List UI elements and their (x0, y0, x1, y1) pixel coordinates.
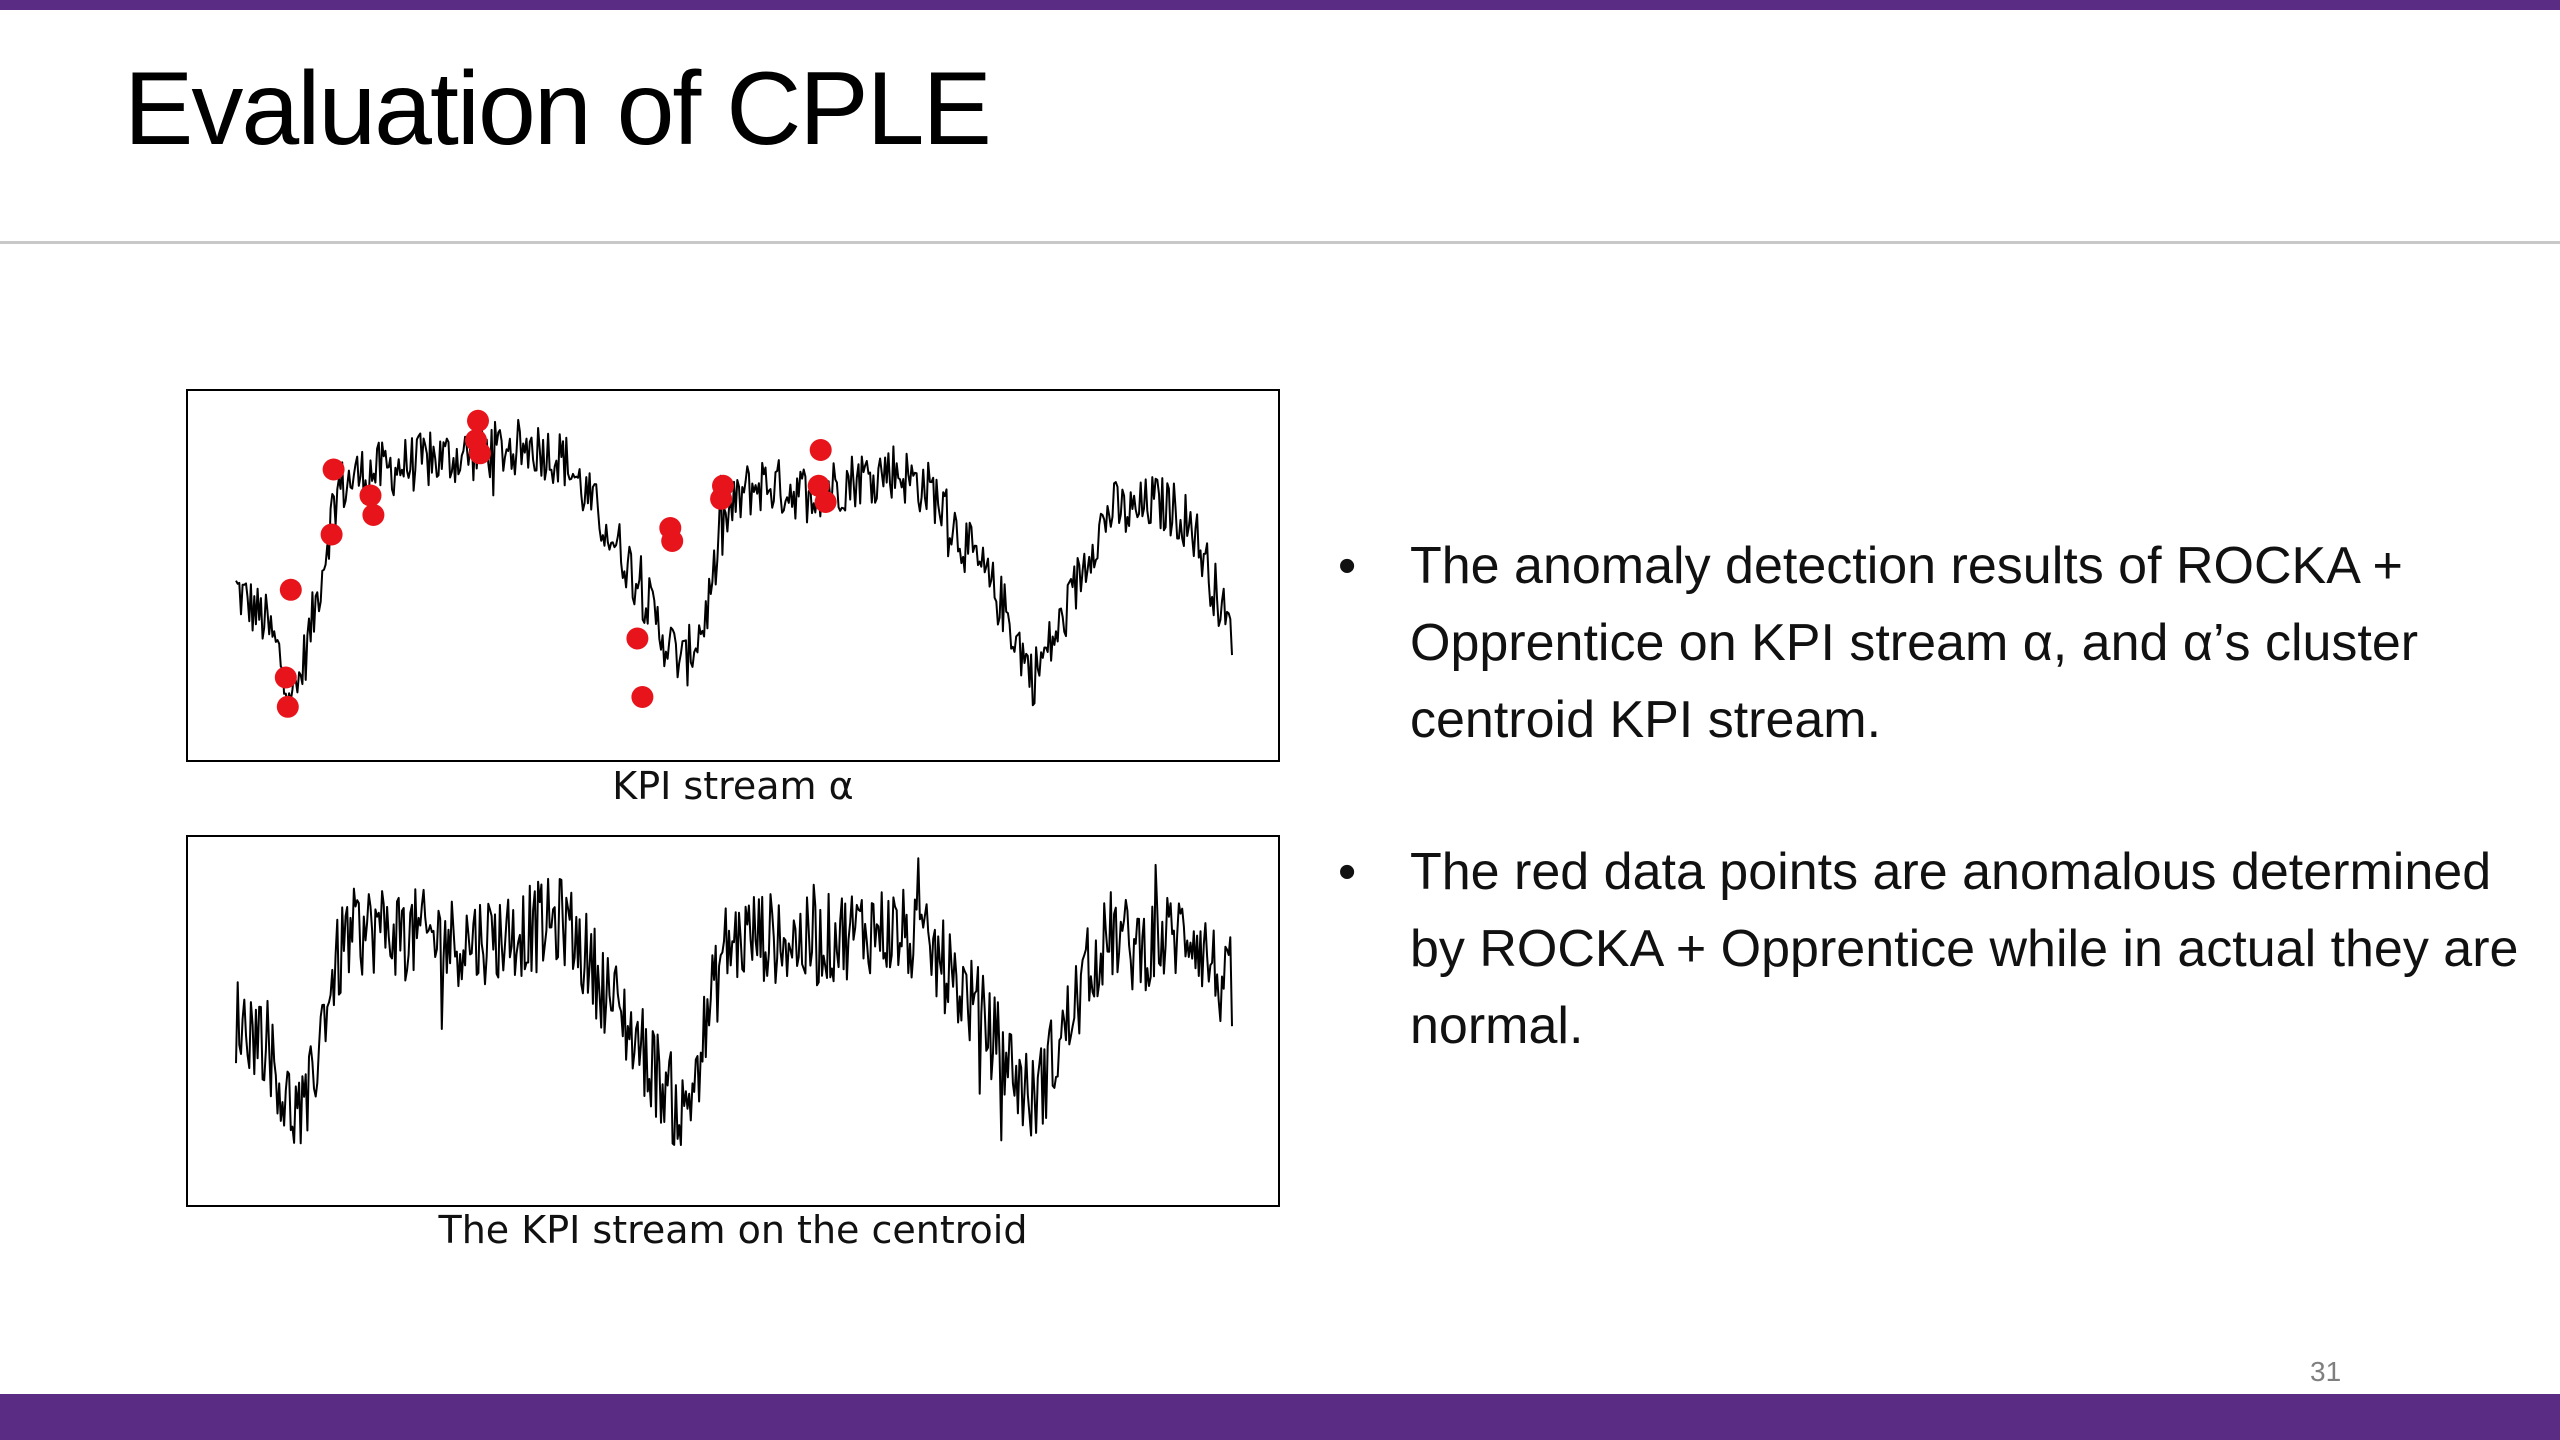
bullet-list: • The anomaly detection results of ROCKA… (1330, 528, 2530, 1065)
anomaly-point (469, 442, 491, 465)
anomaly-point (362, 504, 385, 526)
bullet-marker: • (1338, 537, 1357, 595)
anomaly-point (279, 578, 302, 601)
series-line (235, 857, 1233, 1146)
anomaly-point (631, 686, 654, 708)
anomaly-point (814, 491, 837, 513)
bullet-item: • The anomaly detection results of ROCKA… (1330, 528, 2530, 759)
bullet-text: The anomaly detection results of ROCKA +… (1410, 537, 2419, 749)
slide-title: Evaluation of CPLE (124, 51, 992, 167)
anomaly-point (320, 523, 343, 546)
anomaly-point (626, 627, 649, 650)
page-number: 31 (2310, 1356, 2342, 1387)
chart-kpi-stream-alpha-svg (235, 409, 1233, 718)
chart-caption-alpha: KPI stream α (612, 764, 854, 808)
chart-kpi-stream-centroid-svg (235, 857, 1233, 1146)
chart-kpi-stream-alpha (186, 389, 1280, 762)
anomaly-point (322, 458, 345, 481)
anomaly-point (359, 484, 382, 507)
bullet-marker: • (1338, 843, 1357, 901)
anomaly-point (661, 530, 684, 552)
series-line (235, 418, 1233, 707)
title-divider (0, 241, 2560, 244)
top-accent-bar (0, 0, 2560, 10)
anomaly-point (274, 666, 297, 689)
anomaly-point (809, 439, 832, 461)
bottom-accent-bar (0, 1394, 2560, 1440)
chart-caption-centroid: The KPI stream on the centroid (438, 1208, 1028, 1252)
anomaly-point (276, 695, 299, 718)
anomaly-point (467, 409, 489, 432)
anomaly-point (710, 487, 733, 510)
bullet-text: The red data points are anomalous determ… (1410, 843, 2519, 1055)
chart-kpi-stream-centroid (186, 835, 1280, 1207)
bullet-item: • The red data points are anomalous dete… (1330, 834, 2530, 1065)
